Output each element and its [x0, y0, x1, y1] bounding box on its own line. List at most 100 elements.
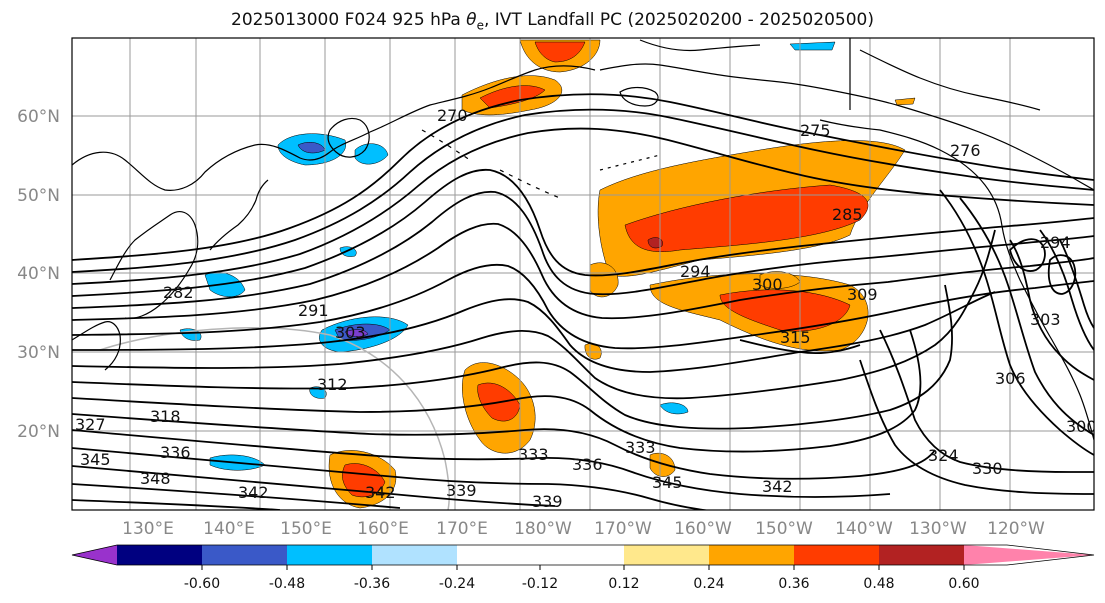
contour-line	[72, 284, 953, 430]
lon-label: 150°W	[755, 519, 813, 539]
contour-label: 285	[832, 205, 863, 224]
colorbar-segment	[372, 545, 457, 565]
colorbar: -0.60 -0.48 -0.36 -0.24 -0.12 0.12 0.24 …	[71, 544, 1095, 592]
contour-label: 300	[752, 275, 783, 294]
lon-label: 120°W	[987, 519, 1045, 539]
contour-line	[959, 197, 1094, 436]
shade-red-tropics	[342, 463, 386, 498]
title-prefix: 2025013000 F024 925 hPa	[231, 10, 467, 30]
colorbar-segment	[794, 545, 879, 565]
shade-blue-small-3	[659, 402, 689, 415]
contour-label: 312	[317, 375, 348, 394]
contour-label: 327	[75, 415, 106, 434]
contour-label: 339	[446, 481, 477, 500]
contour-label: 324	[928, 446, 959, 465]
colorbar-tick-label: -0.60	[184, 576, 220, 592]
contour-line	[72, 168, 1094, 297]
lat-label-20n: 20°N	[17, 422, 60, 442]
shade-purple-pacific-band	[344, 329, 369, 337]
colorbar-outline	[71, 544, 1095, 566]
contour-label: 303	[335, 323, 366, 342]
contour-line	[72, 93, 1094, 261]
contour-label: 339	[532, 492, 563, 511]
lon-label: 150°E	[280, 519, 332, 539]
colorbar-segment	[287, 545, 372, 565]
contour-line	[72, 329, 922, 453]
contour-line	[879, 329, 1094, 473]
contour-label: 345	[80, 450, 111, 469]
contour-label: 291	[298, 301, 329, 320]
arctic-coast	[639, 39, 761, 52]
aleutian-islands	[421, 129, 561, 199]
gulf-of-alaska-coast	[819, 119, 1003, 227]
contour-label: 318	[150, 407, 181, 426]
longitude-labels: 130°E 140°E 150°E 160°E 170°E 180°W 170°…	[122, 519, 1045, 539]
contour-line	[72, 291, 996, 373]
lat-label-30n: 30°N	[17, 343, 60, 363]
colorbar-tick-label: -0.12	[522, 576, 558, 592]
contour-line	[72, 413, 936, 480]
lon-label: 170°W	[594, 519, 652, 539]
colorbar-segment	[964, 545, 1094, 565]
aleutian-east	[599, 154, 661, 171]
contour-line	[739, 339, 861, 355]
kamchatka-outline	[327, 117, 370, 158]
contour-label: 333	[625, 438, 656, 457]
lon-label: 180°W	[514, 519, 572, 539]
contour-label: 345	[652, 473, 683, 492]
shade-blue-kamchatka	[354, 143, 389, 165]
lat-label-50n: 50°N	[17, 186, 60, 206]
contour-label: 275	[800, 121, 831, 140]
contour-label: 294	[680, 262, 711, 281]
contour-label: 336	[572, 455, 603, 474]
theta-e-contours	[72, 93, 1094, 510]
contour-label: 282	[163, 283, 194, 302]
title-subscript: e	[476, 18, 484, 33]
lat-label-60n: 60°N	[17, 107, 60, 127]
contour-label: 303	[1030, 310, 1061, 329]
colorbar-ticks	[201, 565, 965, 570]
contour-label: 330	[972, 459, 1003, 478]
colorbar-tick-label: 0.36	[778, 576, 809, 592]
lon-label: 160°E	[357, 519, 409, 539]
korea-japan-coast	[109, 211, 199, 320]
shade-red-bering	[479, 85, 546, 109]
contour-line	[72, 263, 1094, 350]
lat-label-40n: 40°N	[17, 264, 60, 284]
colorbar-segment	[879, 545, 964, 565]
parallels	[72, 115, 1094, 432]
shade-red-arctic	[534, 41, 586, 63]
contour-label: 348	[140, 469, 171, 488]
colorbar-segment	[117, 545, 202, 565]
colorbar-tick-label: 0.24	[693, 576, 724, 592]
japan-north-coast	[209, 179, 269, 251]
contour-closed	[1009, 238, 1046, 272]
lon-label: 130°E	[122, 519, 174, 539]
contour-label: 342	[365, 483, 396, 502]
contour-label: 276	[950, 141, 981, 160]
canada-interior-line	[859, 49, 1041, 111]
shade-dark-red-gulf	[647, 237, 663, 249]
contour-line	[72, 429, 891, 498]
contour-line	[1009, 239, 1094, 381]
lon-label: 140°W	[835, 519, 893, 539]
map-area: 270 276 275 285 294 300 309 315 282 291 …	[72, 38, 1097, 511]
contour-label: 270	[437, 106, 468, 125]
negative-anomaly-shading	[179, 41, 836, 471]
contour-label: 309	[847, 285, 878, 304]
contour-label: 300	[1066, 417, 1097, 436]
contour-closed	[1047, 254, 1077, 295]
title-theta: θ	[466, 10, 477, 30]
us-west-coast	[1001, 225, 1094, 441]
lon-label: 140°E	[203, 519, 255, 539]
colorbar-segment	[709, 545, 794, 565]
colorbar-segment	[72, 545, 117, 565]
contour-label: 294	[1040, 233, 1071, 252]
colorbar-tick-label: -0.36	[354, 576, 390, 592]
contour-label: 342	[238, 483, 269, 502]
colorbar-tick-label: 0.48	[863, 576, 894, 592]
china-coast	[72, 321, 121, 371]
contour-label: 315	[780, 328, 811, 347]
contour-line	[72, 447, 711, 510]
